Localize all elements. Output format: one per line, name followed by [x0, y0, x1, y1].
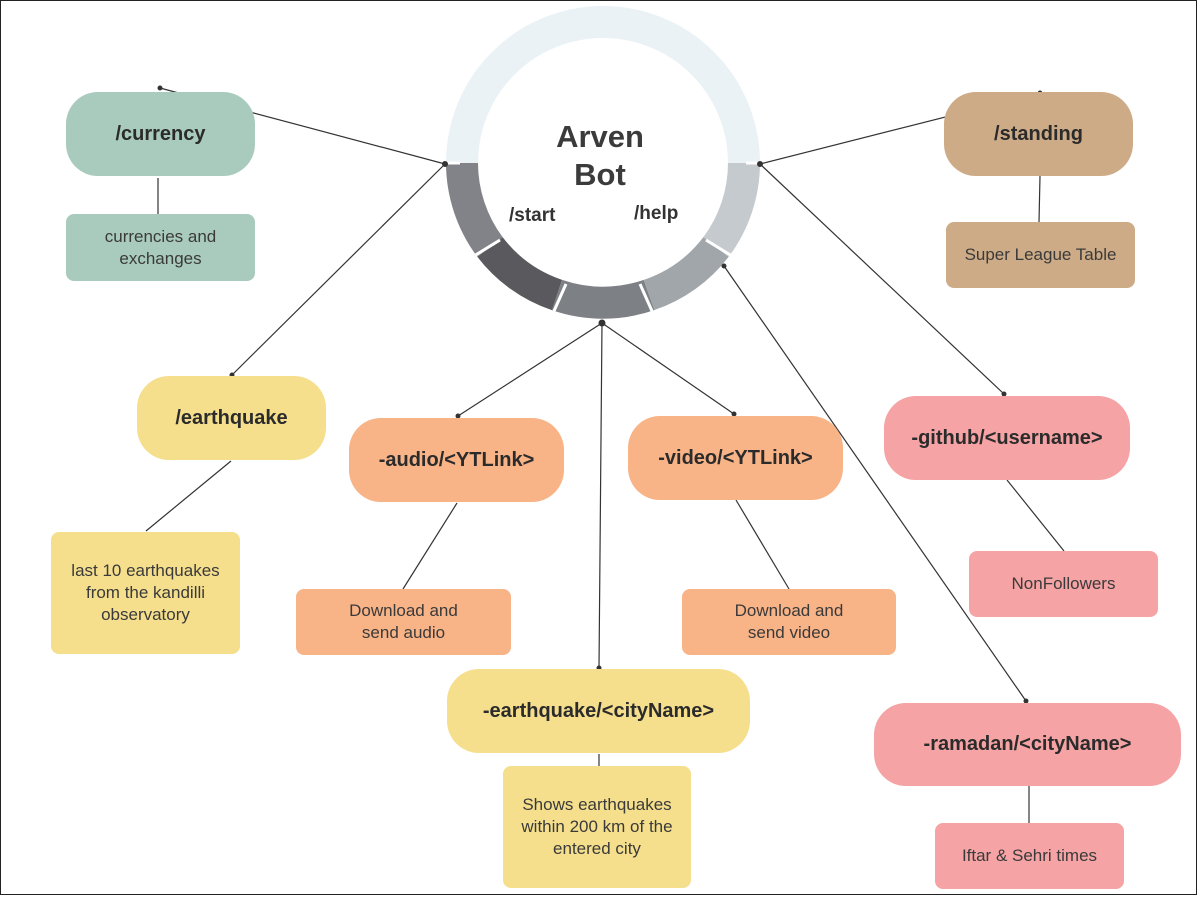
hub-ring: [446, 6, 760, 319]
node-standing-description: Super League Table: [946, 222, 1135, 288]
node-github: -github/<username>: [884, 396, 1130, 480]
hub-ring-segment-5: [446, 162, 504, 257]
hub-ring-segment-1: [702, 162, 760, 257]
connector-video-desc: [735, 499, 790, 590]
connector-hub-earthquake: [231, 163, 446, 376]
connector-github-desc: [1006, 479, 1065, 552]
connector-audio-desc: [402, 502, 458, 590]
connector-hub-github: [759, 163, 1005, 395]
hub-ring-segment-2: [643, 236, 729, 311]
node-earthquake-description: last 10 earthquakes from the kandilli ob…: [51, 532, 240, 654]
node-video-description: Download and send video: [682, 589, 896, 655]
connector-standing-desc: [1038, 175, 1041, 223]
node-earthquake-city: -earthquake/<cityName>: [447, 669, 750, 753]
node-currency: /currency: [66, 92, 255, 176]
node-audio-description: Download and send audio: [296, 589, 511, 655]
connector-hub-video: [601, 322, 735, 415]
connector-hub-earthquake-city: [598, 322, 603, 669]
node-currency-description: currencies and exchanges: [66, 214, 255, 281]
node-earthquake: /earthquake: [137, 376, 326, 460]
connector-hub-audio: [457, 322, 603, 417]
node-video: -video/<YTLink>: [628, 416, 843, 500]
hub-help-command: /help: [634, 203, 679, 224]
hub-title: Arven Bot: [556, 119, 644, 192]
node-audio: -audio/<YTLink>: [349, 418, 564, 502]
hub-ring-dividers: [446, 161, 760, 312]
node-ramadan: -ramadan/<cityName>: [874, 703, 1181, 786]
connector-hub-ramadan: [723, 265, 1027, 702]
hub-ring-top: [446, 6, 760, 164]
connector-earthquake-desc: [145, 460, 232, 532]
node-github-description: NonFollowers: [969, 551, 1158, 617]
hub-start-command: /start: [509, 205, 556, 226]
node-ramadan-description: Iftar & Sehri times: [935, 823, 1124, 889]
node-standing: /standing: [944, 92, 1133, 176]
hub-ring-segment-3: [551, 279, 655, 319]
node-earthquake-city-description: Shows earthquakes within 200 km of the e…: [503, 766, 691, 888]
hub-ring-segment-4: [477, 236, 563, 311]
